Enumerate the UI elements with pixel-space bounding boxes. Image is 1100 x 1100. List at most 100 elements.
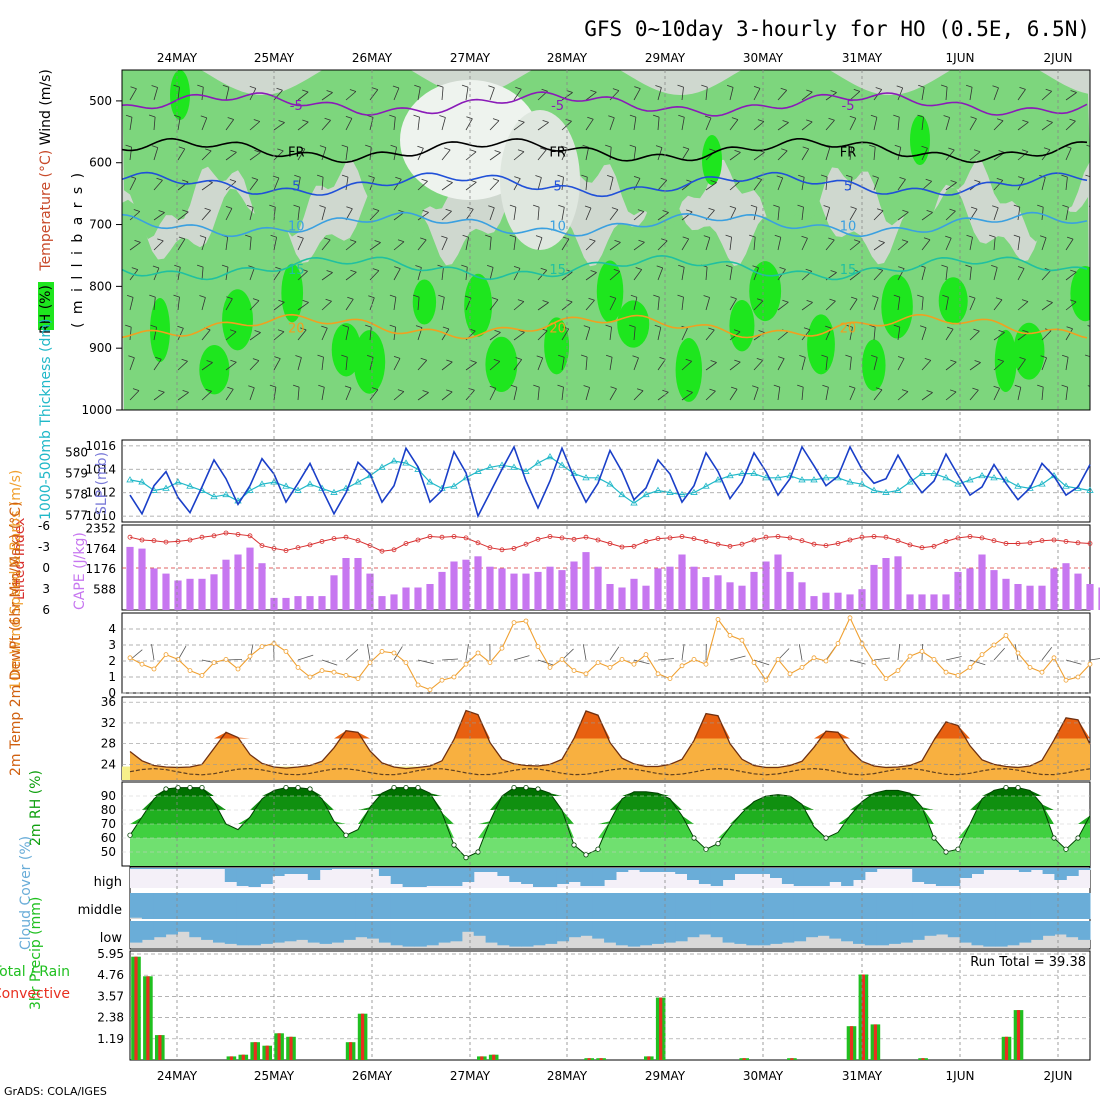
cloud-cell xyxy=(971,893,984,919)
wind-barb-flag xyxy=(1013,204,1020,208)
wind-barb-flag xyxy=(756,358,763,361)
wind-barb xyxy=(633,88,641,101)
li-point xyxy=(571,536,577,542)
wind-barb-flag xyxy=(629,324,636,328)
cloud-cell xyxy=(793,893,807,919)
wind-barb-flag xyxy=(302,89,309,93)
cloud-cell xyxy=(1042,893,1055,919)
wind-barb xyxy=(345,298,354,311)
cloud-cell xyxy=(165,921,178,935)
wind-barb-flag xyxy=(557,384,564,388)
wind-barb-flag xyxy=(782,120,789,123)
cape-bar xyxy=(258,563,266,610)
cloud-cell xyxy=(414,868,427,887)
li-point xyxy=(127,534,133,540)
cloud-cell xyxy=(935,868,949,886)
wind-barb-flag xyxy=(634,86,641,89)
rh-band-mid xyxy=(122,70,1090,242)
wind10-point xyxy=(463,661,469,667)
cape-bar xyxy=(174,580,182,610)
cloud-cell xyxy=(485,921,498,943)
wind-barb-flag xyxy=(709,148,716,152)
wind-tick-label: 4 xyxy=(108,622,116,636)
wind-barb xyxy=(273,358,281,371)
wind-barb xyxy=(201,267,204,281)
cloud-cell xyxy=(556,921,570,942)
li-point xyxy=(919,545,925,551)
wind-barb-flag xyxy=(494,330,501,333)
wind-barb-flag xyxy=(869,144,876,148)
wind10-point xyxy=(1075,674,1081,680)
precip-convective-bar xyxy=(647,1056,651,1060)
cape-bar xyxy=(786,571,794,610)
wind-barb-flag xyxy=(924,358,931,361)
wind-barb xyxy=(369,327,372,341)
wind-barb xyxy=(273,387,277,401)
li-point xyxy=(343,534,349,540)
wind-barb-flag xyxy=(799,355,806,358)
wind-barb-flag xyxy=(710,360,717,363)
wind-barb-flag xyxy=(806,300,813,303)
wind-barb xyxy=(249,332,261,341)
wind-barb-flag xyxy=(394,266,401,269)
wind-barb xyxy=(297,121,309,131)
wind10-point xyxy=(967,665,973,670)
rh2m-point xyxy=(163,786,169,792)
cloud-cell xyxy=(1054,868,1067,880)
wind-barb xyxy=(345,387,352,401)
cape-bar xyxy=(450,561,458,610)
li-point xyxy=(835,541,841,546)
isotherm-line xyxy=(122,313,1088,340)
wind-barb xyxy=(297,91,309,101)
wind-barb xyxy=(225,208,233,221)
wind10-point xyxy=(319,668,325,673)
wind-barb xyxy=(609,388,617,401)
rh-high-blob xyxy=(464,273,493,337)
wind-barb-flag xyxy=(174,264,181,268)
cloud-cell xyxy=(224,868,238,882)
precip-panel: 1.192.383.574.765.95 Run Total = 39.38 3… xyxy=(0,897,1091,1061)
wind-barb xyxy=(585,356,588,371)
wind10-point xyxy=(775,657,781,662)
wind10-point xyxy=(1051,655,1057,661)
cape-bar xyxy=(150,568,158,610)
wind-barb xyxy=(465,87,469,101)
wind-barb-flag xyxy=(346,206,353,210)
wind-barb-flag xyxy=(845,174,853,178)
wind10-point xyxy=(823,658,829,664)
wind-barb xyxy=(201,150,212,161)
wind-barb xyxy=(177,117,181,131)
cloud-cell xyxy=(177,868,190,869)
cape-bar xyxy=(894,556,902,610)
wind-barb xyxy=(897,391,909,401)
wind-barb xyxy=(633,327,636,341)
wind-barb-flag xyxy=(801,235,808,239)
wind-barb xyxy=(1041,302,1053,311)
wind-barb-flag xyxy=(535,235,543,238)
wind-barb xyxy=(897,117,900,131)
wind-barb-flag xyxy=(389,294,397,298)
rh2m-band xyxy=(130,787,1090,838)
wind-barb-flag xyxy=(319,205,326,208)
wind-barb-flag xyxy=(420,357,427,361)
wind-barb xyxy=(1065,328,1073,341)
thickness-line xyxy=(129,456,1091,504)
cape-bar xyxy=(930,594,938,610)
precip-convective-bar xyxy=(229,1056,233,1060)
cloud-cell xyxy=(604,868,617,880)
wind-barb-flag xyxy=(229,179,237,182)
wind-barb-flag xyxy=(825,325,832,329)
li-tick-label: 6 xyxy=(42,603,50,617)
wind-barb-flag xyxy=(584,205,592,209)
wind-barb xyxy=(345,91,357,101)
wind-barb-flag xyxy=(974,360,981,363)
li-point xyxy=(415,537,421,543)
li-point xyxy=(979,535,985,541)
thickness-point xyxy=(1062,482,1070,489)
wind-barb xyxy=(129,242,141,251)
wind-barb xyxy=(321,327,328,341)
temp-fill xyxy=(130,710,1090,780)
